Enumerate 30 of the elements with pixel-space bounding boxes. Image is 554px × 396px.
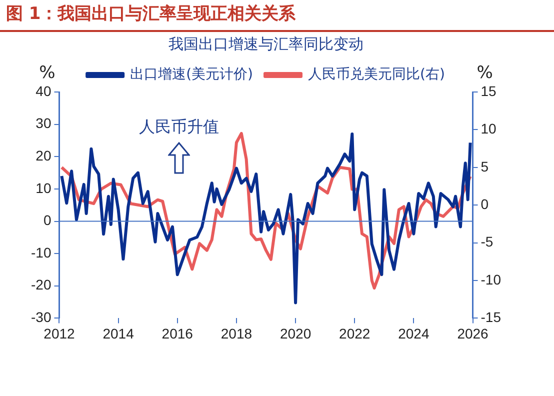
y2-tick-label: 5: [480, 158, 489, 174]
y2-tick-label: 0: [480, 196, 489, 212]
legend-label: 出口增速(美元计价): [130, 66, 254, 83]
y-tick-label: -10: [31, 244, 52, 260]
x-tick-label: 2014: [102, 325, 134, 342]
x-tick-label: 2026: [457, 325, 489, 342]
x-tick-label: 2024: [398, 325, 430, 342]
x-tick-label: 2016: [162, 325, 194, 342]
y2-tick-label: 15: [480, 82, 497, 99]
y-tick-label: 40: [36, 82, 52, 99]
x-tick-label: 2018: [220, 325, 252, 342]
y-tick-label: -20: [31, 276, 52, 293]
annotation: 人民币升值: [139, 117, 220, 136]
y-axis-title: %: [39, 62, 56, 83]
y2-tick-label: -15: [480, 309, 502, 326]
y-tick-label: 10: [36, 180, 52, 196]
y2-tick-label: -10: [480, 271, 502, 288]
y-tick-label: 0: [43, 212, 52, 228]
y2-tick-label: 10: [480, 120, 497, 137]
x-tick-label: 2020: [280, 325, 312, 342]
legend-label: 人民币兑美元同比(右): [308, 66, 445, 83]
y2-axis-title: %: [476, 62, 493, 83]
chart-title: 图 1：我国出口与汇率呈现正相关关系: [6, 3, 296, 25]
y2-tick-label: -5: [480, 234, 494, 250]
chart-subtitle: 我国出口增速与汇率同比变动: [168, 34, 364, 53]
y-tick-label: 20: [36, 147, 52, 164]
y-tick-label: -30: [31, 309, 52, 326]
x-tick-label: 2012: [44, 325, 76, 342]
y-tick-label: 30: [36, 115, 52, 132]
x-tick-label: 2022: [339, 325, 370, 342]
